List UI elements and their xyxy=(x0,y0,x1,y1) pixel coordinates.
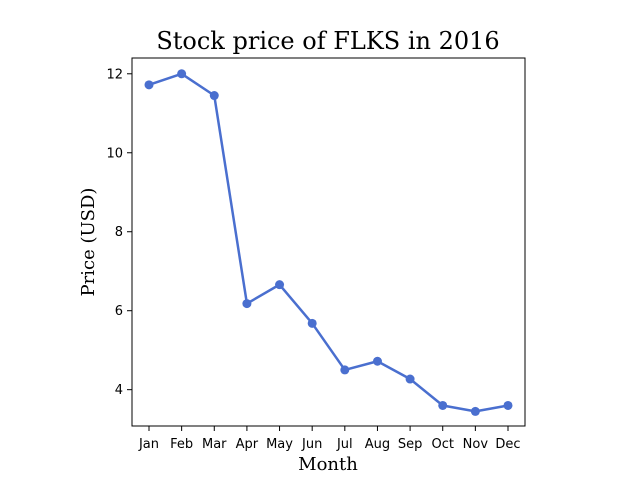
x-tick-label: Feb xyxy=(170,437,193,452)
data-point xyxy=(438,400,448,410)
x-tick-label: Apr xyxy=(236,437,259,452)
data-point xyxy=(307,318,317,328)
data-point xyxy=(209,91,219,101)
x-tick-label: Jul xyxy=(336,437,353,452)
y-tick-label: 4 xyxy=(115,383,123,398)
x-tick-label: Oct xyxy=(431,437,453,452)
y-tick-label: 10 xyxy=(106,146,123,161)
data-point xyxy=(275,280,285,290)
plot-area xyxy=(131,57,526,427)
data-point xyxy=(340,365,350,375)
y-axis-label: Price (USD) xyxy=(78,188,99,297)
x-tick-label: Jun xyxy=(301,437,322,452)
x-tick-label: Mar xyxy=(202,437,227,452)
x-tick-label: Nov xyxy=(463,437,489,452)
data-point xyxy=(242,299,252,309)
y-tick-label: 6 xyxy=(115,304,123,319)
data-point xyxy=(503,400,513,410)
y-axis: 4 6 8 10 12 xyxy=(106,67,132,398)
x-tick-label: Jan xyxy=(138,437,159,452)
data-point xyxy=(177,69,187,79)
x-axis: Jan Feb Mar Apr May Jun Jul Aug Sep Oct Nov Dec xyxy=(138,426,521,452)
chart-title: Stock price of FLKS in 2016 xyxy=(156,27,499,55)
x-tick-label: Sep xyxy=(398,437,423,452)
y-tick-label: 12 xyxy=(106,67,123,82)
data-point xyxy=(470,406,480,416)
y-tick-label: 8 xyxy=(115,225,123,240)
data-point xyxy=(372,356,382,366)
data-point xyxy=(144,80,154,90)
x-tick-label: Dec xyxy=(495,437,520,452)
data-points xyxy=(144,69,513,416)
series-line xyxy=(147,72,510,413)
x-tick-label: Aug xyxy=(365,437,390,452)
data-point xyxy=(405,374,415,384)
x-tick-label: May xyxy=(266,437,293,452)
x-axis-label: Month xyxy=(298,454,358,475)
